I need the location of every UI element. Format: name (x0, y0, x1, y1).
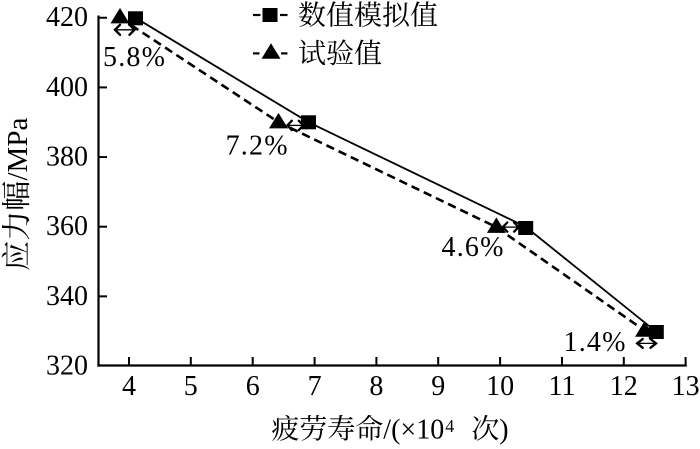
svg-text:/(×10: /(×10 (383, 415, 444, 446)
svg-text:7: 7 (308, 371, 322, 402)
svg-text:5: 5 (184, 371, 198, 402)
svg-text:): ) (499, 415, 508, 446)
svg-text:4: 4 (122, 371, 136, 402)
svg-text:1.4%: 1.4% (564, 327, 627, 358)
svg-text:320: 320 (46, 351, 88, 382)
svg-text:8: 8 (369, 371, 383, 402)
svg-text:340: 340 (46, 281, 88, 312)
svg-text:4.6%: 4.6% (442, 232, 505, 263)
svg-text:5.8%: 5.8% (103, 42, 166, 73)
svg-text:7.2%: 7.2% (226, 130, 289, 161)
svg-text:11: 11 (549, 371, 576, 402)
svg-text:9: 9 (431, 371, 445, 402)
svg-text:6: 6 (246, 371, 260, 402)
svg-text:4: 4 (445, 416, 454, 436)
svg-text:12: 12 (610, 371, 638, 402)
svg-text:10: 10 (486, 371, 514, 402)
svg-text:420: 420 (46, 2, 88, 33)
svg-text:400: 400 (46, 72, 88, 103)
svg-text:360: 360 (46, 211, 88, 242)
svg-text:/MPa: /MPa (2, 118, 34, 181)
svg-text:380: 380 (46, 142, 88, 173)
svg-text:13: 13 (672, 371, 700, 402)
